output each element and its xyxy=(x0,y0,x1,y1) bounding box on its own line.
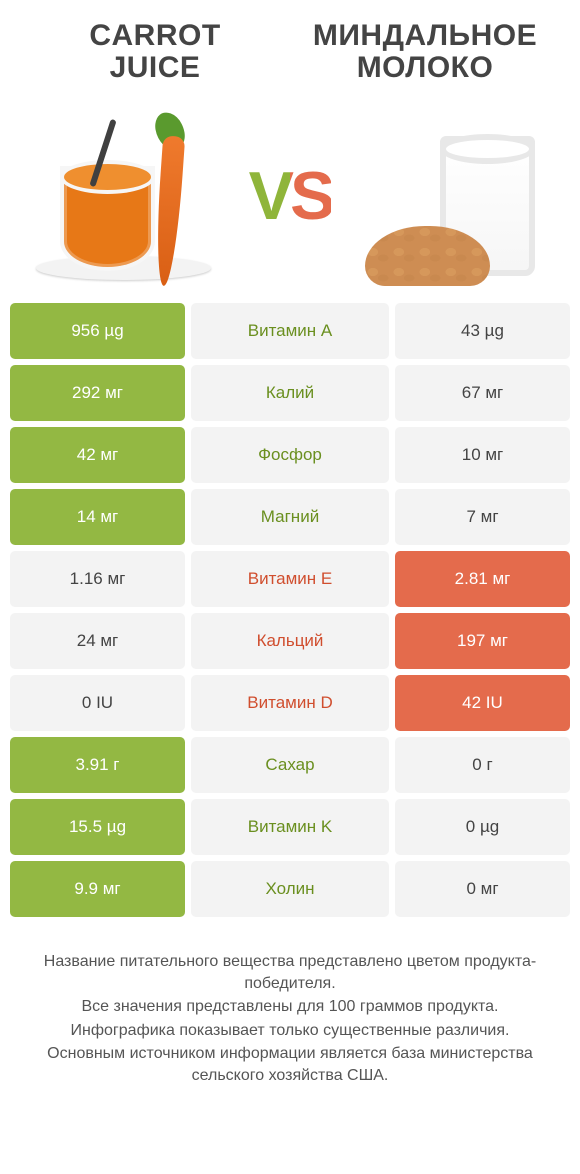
nutrient-name: Фосфор xyxy=(191,427,389,483)
table-row: 956 µgВитамин A43 µg xyxy=(10,303,570,359)
nutrient-name: Витамин K xyxy=(191,799,389,855)
table-row: 292 мгКалий67 мг xyxy=(10,365,570,421)
footnote-line: Название питательного вещества представл… xyxy=(38,951,542,994)
table-row: 42 мгФосфор10 мг xyxy=(10,427,570,483)
carrot-juice-icon xyxy=(30,106,220,286)
value-right: 0 µg xyxy=(395,799,570,855)
footnotes: Название питательного вещества представл… xyxy=(10,951,570,1087)
value-right: 197 мг xyxy=(395,613,570,669)
value-left: 42 мг xyxy=(10,427,185,483)
nutrient-name: Магний xyxy=(191,489,389,545)
value-left: 956 µg xyxy=(10,303,185,359)
table-row: 3.91 гСахар0 г xyxy=(10,737,570,793)
nutrient-name: Витамин A xyxy=(191,303,389,359)
table-row: 15.5 µgВитамин K0 µg xyxy=(10,799,570,855)
value-right: 10 мг xyxy=(395,427,570,483)
nutrient-table: 956 µgВитамин A43 µg 292 мгКалий67 мг 42 м… xyxy=(10,303,570,917)
value-left: 9.9 мг xyxy=(10,861,185,917)
title-right-line2: МОЛОКО xyxy=(305,52,545,84)
table-row: 9.9 мгХолин0 мг xyxy=(10,861,570,917)
value-left: 24 мг xyxy=(10,613,185,669)
value-right: 7 мг xyxy=(395,489,570,545)
table-row: 24 мгКальций197 мг xyxy=(10,613,570,669)
titles-row: CARROT JUICE МИНДАЛЬНОЕ МОЛОКО xyxy=(10,20,570,83)
almond-milk-icon xyxy=(360,106,550,286)
value-right: 0 г xyxy=(395,737,570,793)
footnote-line: Основным источником информации является … xyxy=(38,1043,542,1086)
product-title-right: МИНДАЛЬНОЕ МОЛОКО xyxy=(305,20,545,83)
value-left: 292 мг xyxy=(10,365,185,421)
footnote-line: Все значения представлены для 100 граммо… xyxy=(38,996,542,1018)
value-left: 3.91 г xyxy=(10,737,185,793)
vs-label: VS xyxy=(249,157,332,235)
nutrient-name: Холин xyxy=(191,861,389,917)
value-left: 15.5 µg xyxy=(10,799,185,855)
nutrient-name: Витамин D xyxy=(191,675,389,731)
value-left: 14 мг xyxy=(10,489,185,545)
title-left-line1: CARROT xyxy=(35,20,275,52)
value-right: 43 µg xyxy=(395,303,570,359)
table-row: 0 IUВитамин D42 IU xyxy=(10,675,570,731)
value-left: 0 IU xyxy=(10,675,185,731)
value-right: 0 мг xyxy=(395,861,570,917)
value-right: 2.81 мг xyxy=(395,551,570,607)
nutrient-name: Кальций xyxy=(191,613,389,669)
value-right: 67 мг xyxy=(395,365,570,421)
nutrient-name: Сахар xyxy=(191,737,389,793)
title-left-line2: JUICE xyxy=(35,52,275,84)
footnote-line: Инфографика показывает только существенн… xyxy=(38,1020,542,1042)
value-left: 1.16 мг xyxy=(10,551,185,607)
title-right-line1: МИНДАЛЬНОЕ xyxy=(305,20,545,52)
product-title-left: CARROT JUICE xyxy=(35,20,275,83)
infographic-root: CARROT JUICE МИНДАЛЬНОЕ МОЛОКО VS 956 µg… xyxy=(0,0,580,1087)
product-images-row: VS xyxy=(10,83,570,303)
table-row: 1.16 мгВитамин E2.81 мг xyxy=(10,551,570,607)
table-row: 14 мгМагний7 мг xyxy=(10,489,570,545)
nutrient-name: Витамин E xyxy=(191,551,389,607)
value-right: 42 IU xyxy=(395,675,570,731)
nutrient-name: Калий xyxy=(191,365,389,421)
